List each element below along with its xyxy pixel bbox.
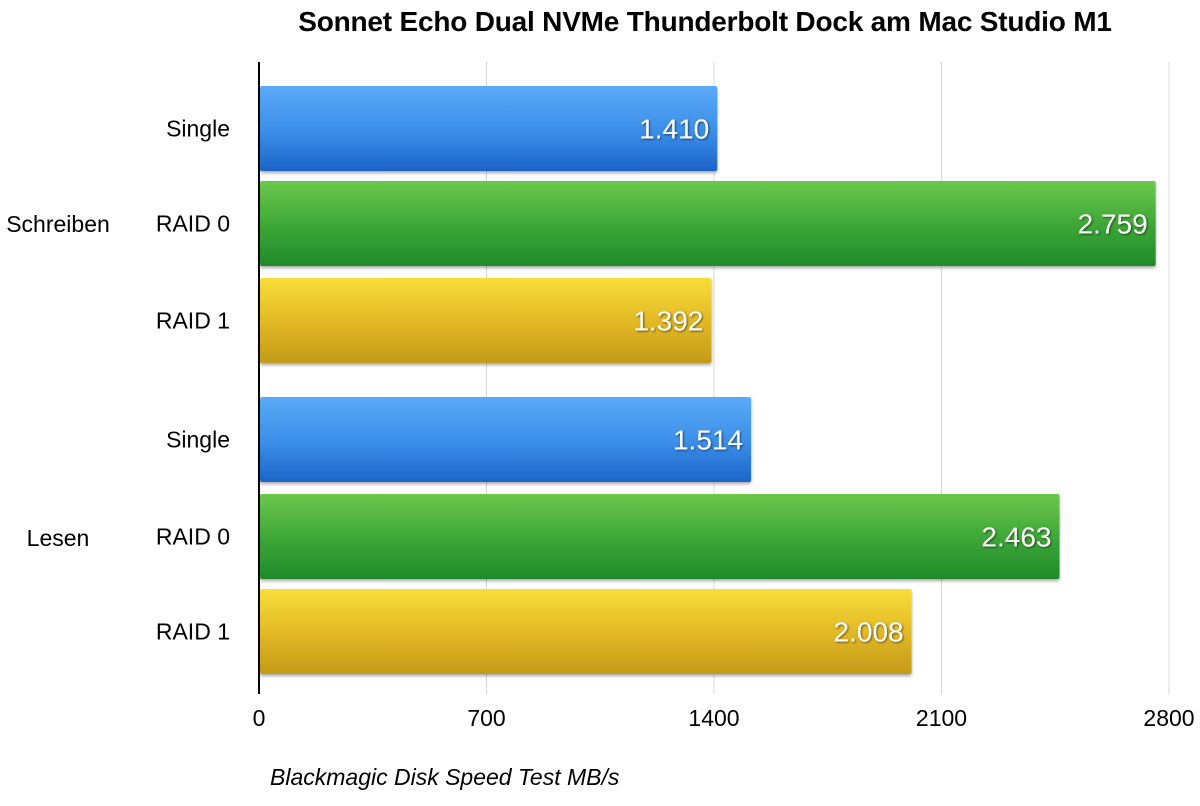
x-tick-label: 1400 [688,705,739,731]
category-label: Single [166,116,230,142]
x-tick-label: 700 [467,705,505,731]
data-label: 1.514 [673,425,743,456]
chart-title: Sonnet Echo Dual NVMe Thunderbolt Dock a… [298,6,1112,37]
bar [260,278,712,363]
bar [260,181,1156,266]
x-axis-label: Blackmagic Disk Speed Test MB/s [270,764,620,790]
bar [260,494,1060,579]
data-label: 2.759 [1078,209,1148,240]
x-tick-label: 0 [253,705,266,731]
category-label: RAID 1 [156,619,230,645]
group-label: Lesen [27,525,90,551]
bar [260,589,912,674]
x-tick-label: 2800 [1143,705,1194,731]
category-label: Single [166,427,230,453]
bar [260,86,718,171]
x-tick-label: 2100 [916,705,967,731]
data-label: 2.008 [834,617,904,648]
data-label: 2.463 [981,522,1051,553]
bar [260,397,752,482]
category-label: RAID 1 [156,308,230,334]
group-label: Schreiben [6,211,110,237]
category-label: RAID 0 [156,524,230,550]
data-label: 1.410 [639,114,709,145]
category-label: RAID 0 [156,211,230,237]
data-label: 1.392 [633,306,703,337]
